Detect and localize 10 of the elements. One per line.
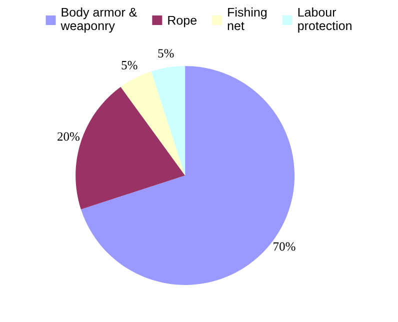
legend-label: Rope xyxy=(168,16,196,28)
data-label: 5% xyxy=(158,49,174,58)
pie-slice xyxy=(120,71,186,176)
legend-label: Labour protection xyxy=(298,8,352,33)
legend-label: Body armor & weaponry xyxy=(60,8,137,33)
data-label: 20% xyxy=(58,132,80,141)
legend-label: Fishing net xyxy=(228,8,267,30)
data-label: 70% xyxy=(274,242,296,251)
data-label: 5% xyxy=(122,60,138,70)
pie-slice xyxy=(151,66,186,176)
